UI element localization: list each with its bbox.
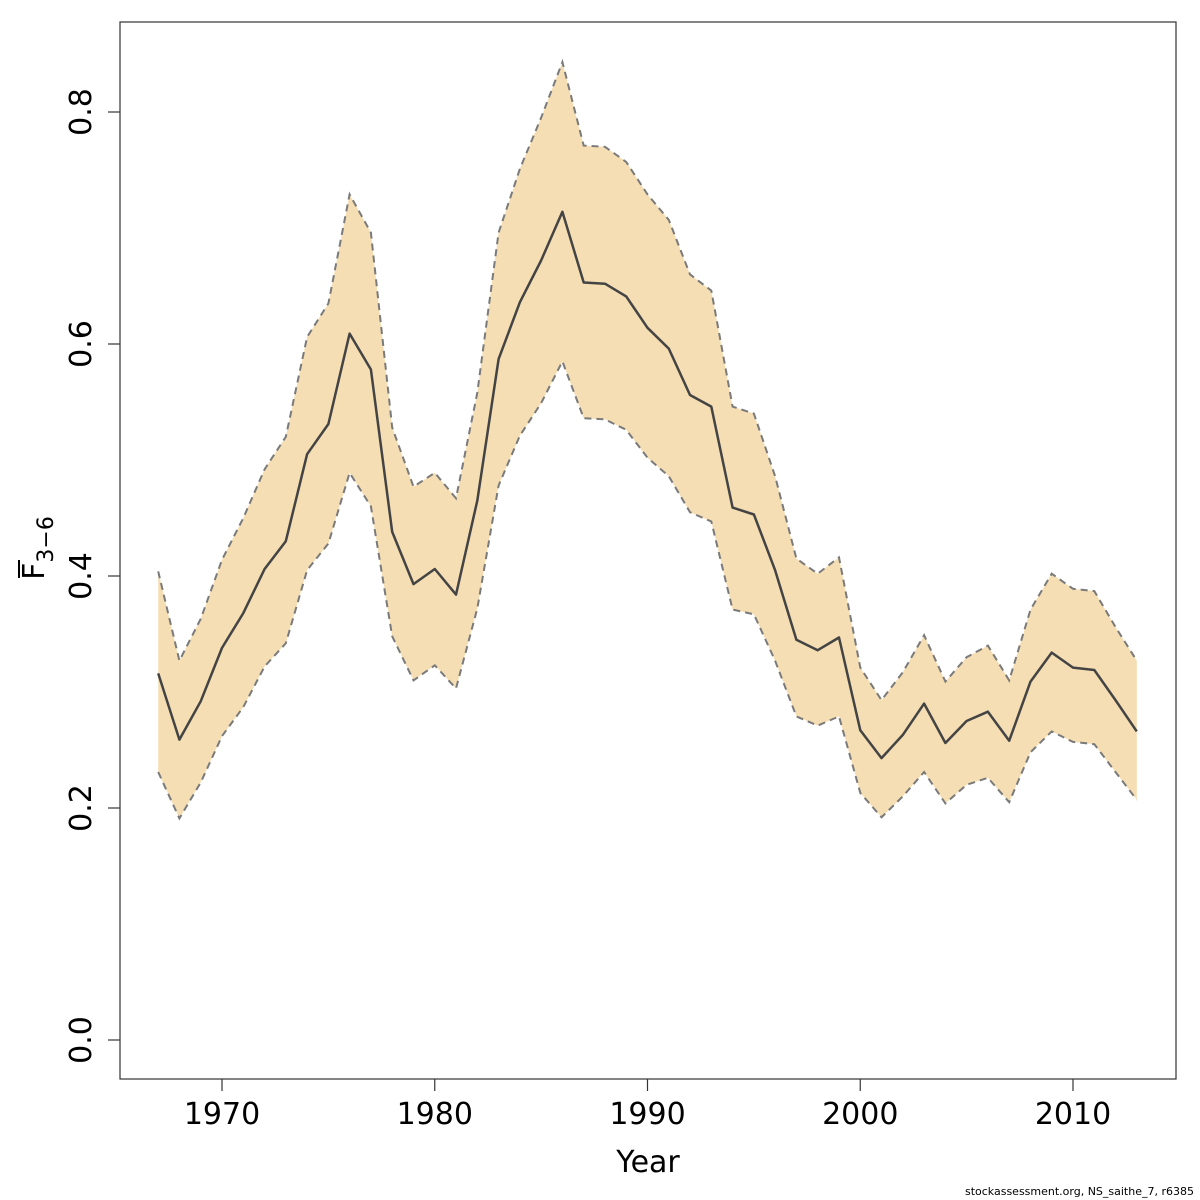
y-axis: 0.0 0.2 0.4 0.6 0.8 <box>64 88 120 1064</box>
y-tick-label-0.8: 0.8 <box>64 88 99 136</box>
x-axis-title: Year <box>615 1145 680 1180</box>
confidence-band <box>158 62 1137 819</box>
y-tick-label-0.0: 0.0 <box>64 1016 99 1064</box>
series-upper-line <box>157 58 1138 702</box>
x-tick-label-2010: 2010 <box>1035 1097 1111 1132</box>
svg-text:F3−6: F3−6 <box>17 516 59 580</box>
y-tick-label-0.2: 0.2 <box>64 784 99 832</box>
x-tick-label-1990: 1990 <box>609 1097 685 1132</box>
y-axis-title: F3−6 <box>17 516 59 580</box>
plot-area <box>157 58 1138 821</box>
y-tick-label-0.4: 0.4 <box>64 552 99 600</box>
x-tick-label-1980: 1980 <box>397 1097 473 1132</box>
credit-text: stockassessment.org, NS_saithe_7, r6385 <box>964 1185 1194 1198</box>
x-axis: 1970 1980 1990 2000 2010 <box>184 1079 1111 1132</box>
x-tick-label-2000: 2000 <box>822 1097 898 1132</box>
series-estimate-line <box>157 210 1138 760</box>
series-lower-line <box>157 358 1138 821</box>
y-tick-label-0.6: 0.6 <box>64 320 99 368</box>
x-tick-label-1970: 1970 <box>184 1097 260 1132</box>
y-axis-title-subscript: 3−6 <box>34 516 59 562</box>
y-axis-title-main: F <box>17 563 52 580</box>
